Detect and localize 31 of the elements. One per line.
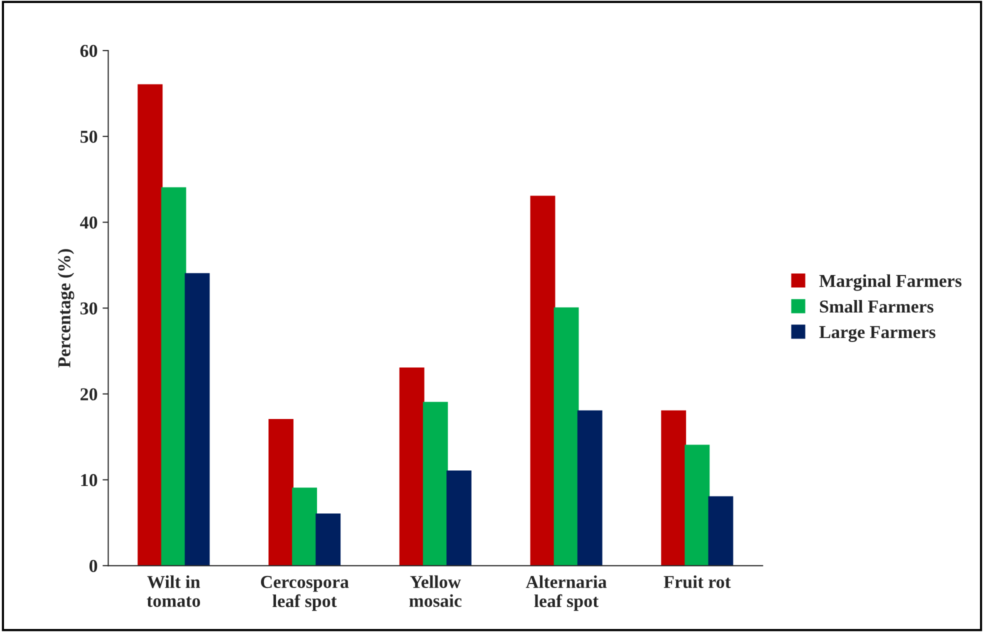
bar: [577, 410, 602, 566]
x-tick-label: Cercospora leaf spot: [260, 576, 349, 611]
bar: [138, 84, 163, 566]
bar: [292, 488, 318, 566]
y-tick-label: 40: [80, 216, 98, 229]
x-tick-label: Yellow mosaic: [409, 575, 462, 607]
x-tick-label: Fruit rot: [664, 575, 731, 588]
y-tick-label: 20: [80, 388, 98, 400]
bar: [708, 496, 734, 566]
bar: [268, 419, 294, 566]
bar: [184, 273, 210, 566]
bar: [422, 402, 448, 566]
bar: [316, 513, 341, 566]
bar: [399, 368, 424, 566]
y-tick-label: 60: [80, 44, 98, 57]
y-tick-label: 0: [89, 560, 98, 572]
bar: [446, 470, 472, 566]
bar: [530, 196, 556, 566]
y-axis-title: Percentage (%): [58, 249, 74, 368]
y-tick-label: 10: [81, 474, 98, 486]
bar: [554, 307, 579, 566]
y-tick-label: 30: [80, 302, 98, 315]
y-tick-label: 50: [80, 130, 98, 143]
x-tick-label: Wilt in tomato: [146, 575, 200, 607]
legend-label: Small Farmers: [820, 300, 934, 313]
bar: [161, 187, 186, 566]
bar: [661, 410, 686, 566]
legend-label: Marginal Farmers: [819, 274, 962, 291]
x-tick-label: Alternaria leaf spot: [526, 575, 607, 611]
bar: [684, 444, 710, 566]
legend-label: Large Farmers: [819, 326, 936, 342]
